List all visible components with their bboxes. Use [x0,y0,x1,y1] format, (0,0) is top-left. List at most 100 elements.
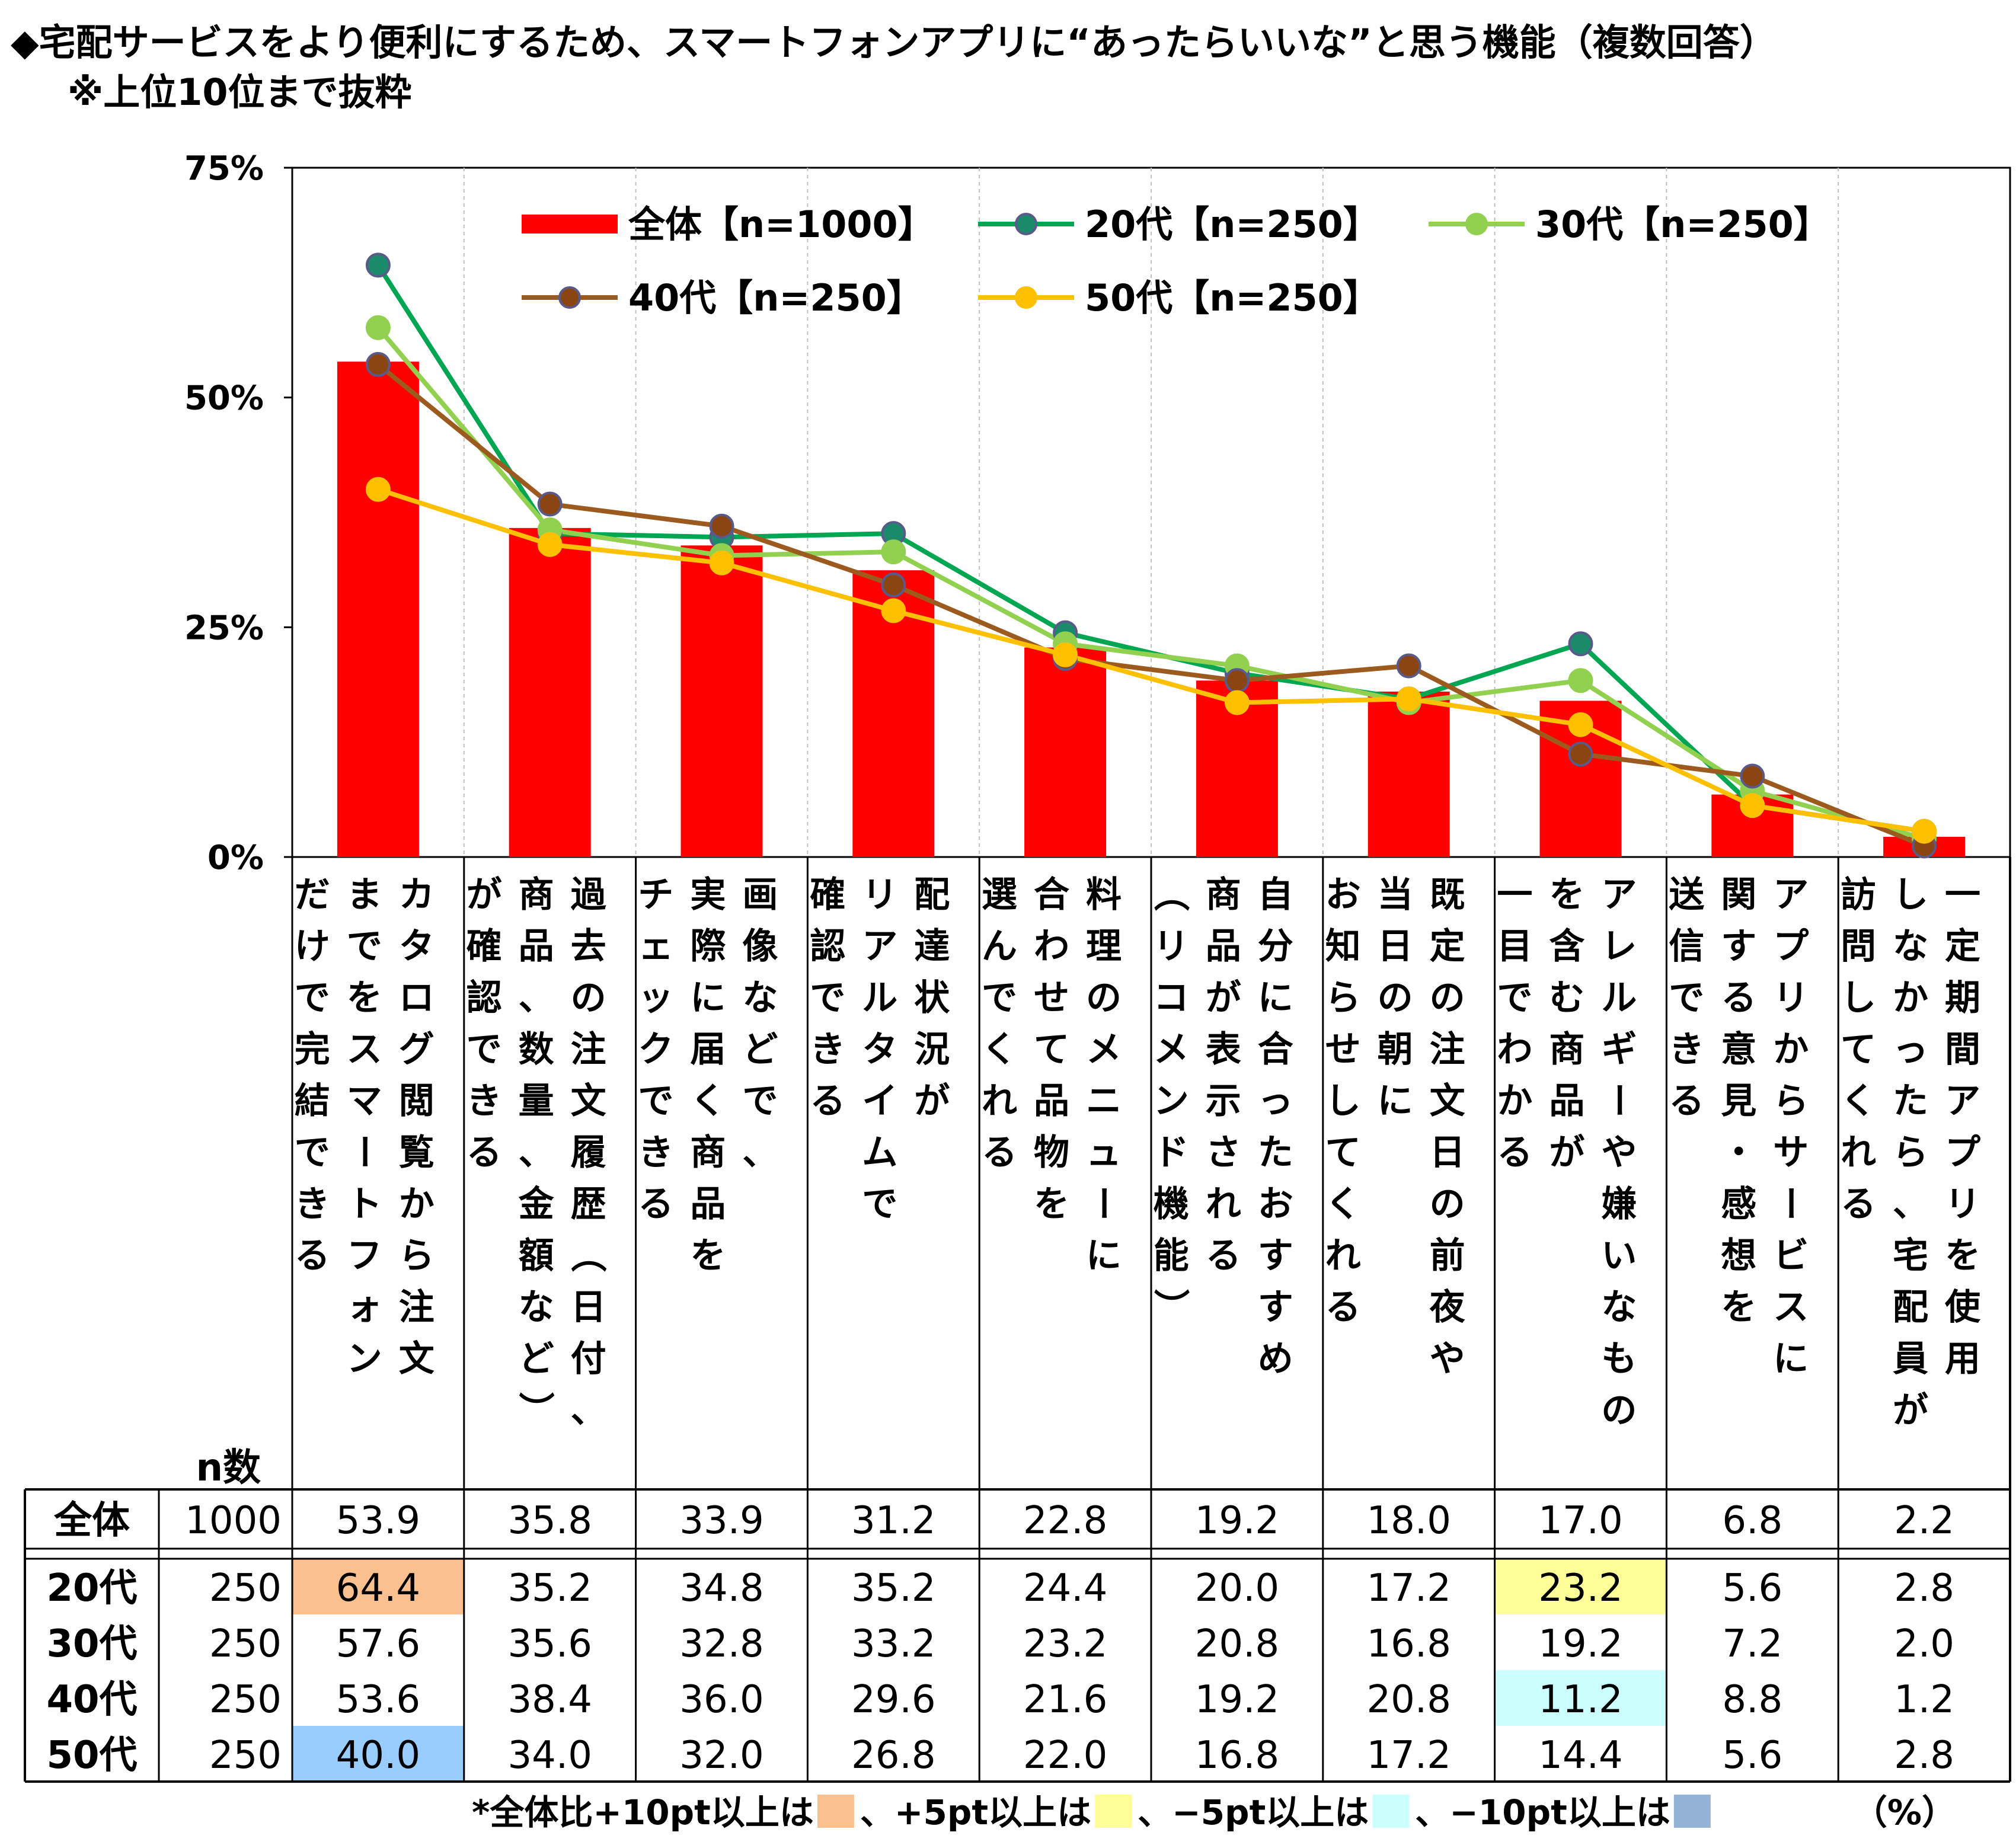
category-label-char: 注 [1430,1029,1465,1070]
series-4-point [1912,818,1937,844]
table-cell: 35.2 [507,1566,592,1610]
category-label-char: 使 [1945,1287,1981,1328]
category-label-char: 文 [1430,1080,1465,1122]
category-label-char: 文 [399,1338,434,1380]
y-tick-label: 50% [184,379,264,418]
series-4-point [1568,712,1593,737]
category-label-char: 覧 [399,1132,434,1173]
series-3-point [709,513,734,539]
category-label-char: ・ [1721,1132,1756,1173]
category-label-char: 確 [810,874,845,916]
category-label-char: た [1258,1132,1293,1173]
category-label-char: 注 [399,1287,434,1328]
category-label-char: た [1893,1080,1928,1122]
category-label-char: る [467,1132,502,1173]
category-label-char: か [1773,1029,1809,1070]
table-cell: 24.4 [1023,1566,1108,1610]
category-label-char: て [1034,1029,1069,1070]
row-n: 250 [209,1734,282,1777]
category-label-char: マ [347,1080,382,1122]
category-label-char: し [1325,1080,1361,1122]
category-label-char: る [1325,1287,1361,1328]
category-label-char: ェ [638,926,673,967]
category-label-char: を [1945,1235,1980,1277]
category-label-char: せ [1034,977,1069,1019]
category-label-char: グ [399,1029,434,1070]
category-label-char: （ [1149,876,1191,912]
category-label-char: や [1430,1338,1465,1380]
category-label-char: に [1773,1338,1809,1380]
category-label-char: 、 [742,1132,778,1173]
category-label-char: 想 [1721,1235,1756,1277]
legend-swatch-bar [522,215,618,234]
table-cell: 32.0 [679,1734,764,1777]
category-label-char: 日 [571,1287,606,1328]
category-label-char: ッ [638,977,673,1019]
category-label-char: し [1893,874,1928,916]
highlight-cell [292,1726,464,1782]
series-4-point [1740,793,1765,818]
category-label-char: 、 [519,977,554,1019]
category-label-char: が [1893,1390,1928,1431]
legend-swatch-marker [1015,286,1037,309]
series-4-point [1396,686,1421,712]
category-label-char: リ [1773,977,1809,1019]
highlight-cell [1494,1559,1667,1614]
category-label-char: て [1325,1132,1361,1173]
category-label-char: わ [1497,1029,1532,1070]
title-block: ◆宅配サービスをより便利にするため、スマートフォンアプリに“あったらいいな”と思… [11,18,1777,117]
category-label-char: 日 [1378,926,1413,967]
category-label-char: 関 [1721,874,1756,916]
category-label-char: 文 [571,1080,606,1122]
category-label-char: れ [1206,1184,1241,1225]
category-label-char: 配 [914,874,950,916]
category-label-char: プ [1945,1132,1980,1173]
category-label-char: 履 [571,1132,606,1173]
category-label-char: に [1086,1235,1122,1277]
category-label-char: ビ [1773,1235,1809,1277]
category-label-char: ク [638,1029,673,1070]
category-label-char: コ [1154,977,1189,1019]
category-label-char: 信 [1669,926,1704,967]
category-label-char: カ [399,874,434,916]
category-label-char: ス [1773,1287,1809,1328]
table-cell: 2.8 [1894,1734,1954,1777]
category-label-char: ル [862,977,897,1019]
category-label-char: 況 [914,1029,950,1070]
y-tick-label: 75% [184,149,264,188]
n-header: n数 [196,1446,261,1490]
category-label-char: 合 [1258,1029,1293,1070]
category-label-char: 品 [690,1184,726,1225]
category-label-char: 去 [571,926,606,967]
category-label-char: 商 [690,1132,726,1173]
category-label-char: 訪 [1841,874,1876,916]
category-label-char: で [810,977,845,1019]
table-cell: 6.8 [1722,1499,1782,1543]
table-cell: 2.8 [1894,1566,1954,1610]
footnote-text: *全体比+10pt以上は [472,1792,814,1833]
category-label-char: る [982,1132,1017,1173]
category-label-char: 量 [519,1080,554,1122]
unit-label: （%） [1853,1792,1956,1833]
category-label-char: ロ [399,977,434,1019]
category-label-char: 商 [519,874,554,916]
category-label-char: す [1258,1235,1293,1277]
footnote-swatch [1673,1795,1711,1828]
category-label-char: 、 [571,1390,606,1431]
category-label-char: 合 [1034,874,1069,916]
row-n: 250 [209,1678,282,1722]
category-label-char: が [914,1080,950,1122]
category-label-char: ー [1082,1185,1123,1221]
category-label-char: で [1497,977,1532,1019]
category-label-char: す [1258,1287,1293,1328]
table-cell: 20.8 [1366,1678,1451,1722]
chart-subtitle: ※上位10位まで抜粋 [68,71,412,114]
legend-label: 20代【n=250】 [1085,203,1380,246]
category-label-char: 夜 [1429,1287,1466,1328]
legend-label: 全体【n=1000】 [628,203,935,246]
table-cell: 35.8 [507,1499,592,1543]
category-label-char: だ [295,874,330,916]
category-label-char: ア [1601,874,1637,916]
